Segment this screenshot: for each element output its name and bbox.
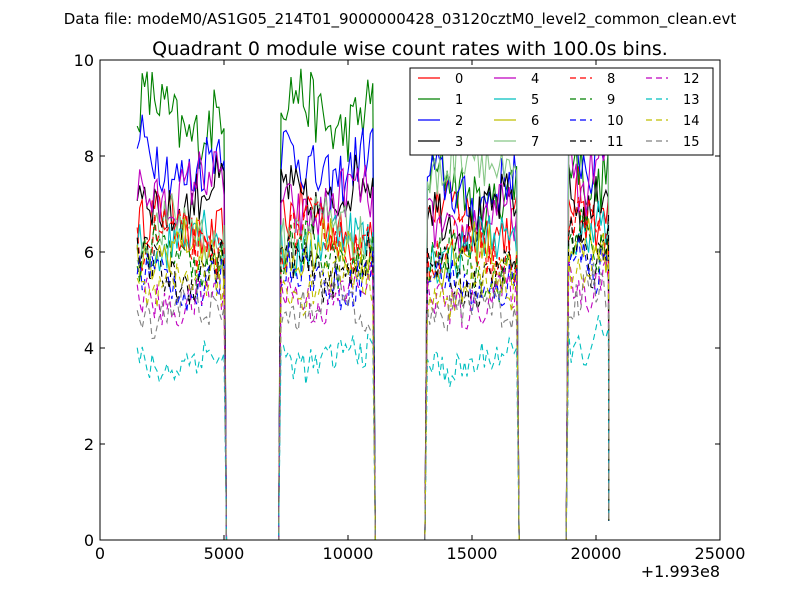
y-tick-label: 8 <box>84 147 94 166</box>
legend-label-2: 2 <box>455 114 463 129</box>
series-line-9 <box>136 208 610 541</box>
x-tick-label: 0 <box>95 544 105 563</box>
x-tick-label: 10000 <box>323 544 374 563</box>
legend-label-13: 13 <box>683 93 700 108</box>
plot-frame <box>99 59 721 541</box>
legend-box <box>409 67 714 156</box>
chart-title: Quadrant 0 module wise count rates with … <box>152 38 668 60</box>
legend-label-1: 1 <box>455 93 463 108</box>
legend-label-10: 10 <box>607 114 624 129</box>
series-line-13 <box>136 315 610 541</box>
legend-label-5: 5 <box>531 93 539 108</box>
x-offset-label: +1.993e8 <box>641 562 720 581</box>
legend-label-14: 14 <box>683 114 700 129</box>
legend-label-11: 11 <box>607 135 624 150</box>
y-tick-label: 10 <box>74 51 94 70</box>
y-tick-label: 4 <box>84 339 94 358</box>
x-tick-label: 15000 <box>447 544 498 563</box>
legend-label-15: 15 <box>683 135 700 150</box>
legend-label-12: 12 <box>683 72 700 87</box>
legend-label-7: 7 <box>531 135 539 150</box>
series-line-7 <box>136 78 610 541</box>
legend-label-4: 4 <box>531 72 539 87</box>
y-tick-label: 2 <box>84 435 94 454</box>
series-line-14 <box>136 241 610 541</box>
series-line-4 <box>136 139 610 541</box>
legend-label-8: 8 <box>607 72 615 87</box>
x-tick-label: 20000 <box>571 544 622 563</box>
legend-label-6: 6 <box>531 114 539 129</box>
y-tick-label: 6 <box>84 243 94 262</box>
data-file-suptitle: Data file: modeM0/AS1G05_214T01_90000004… <box>64 10 737 29</box>
x-tick-label: 5000 <box>204 544 245 563</box>
x-tick-label: 25000 <box>695 544 746 563</box>
series-layer <box>136 68 610 541</box>
legend-label-3: 3 <box>455 135 463 150</box>
y-tick-label: 0 <box>84 531 94 550</box>
legend-label-9: 9 <box>607 93 615 108</box>
series-line-10 <box>136 234 610 541</box>
legend-label-0: 0 <box>455 72 463 87</box>
series-line-6 <box>136 216 610 541</box>
series-line-15 <box>136 262 610 541</box>
